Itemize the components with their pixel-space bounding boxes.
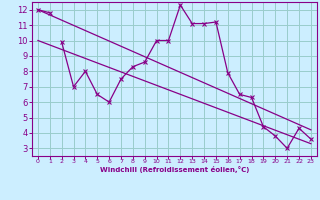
X-axis label: Windchill (Refroidissement éolien,°C): Windchill (Refroidissement éolien,°C) [100, 166, 249, 173]
